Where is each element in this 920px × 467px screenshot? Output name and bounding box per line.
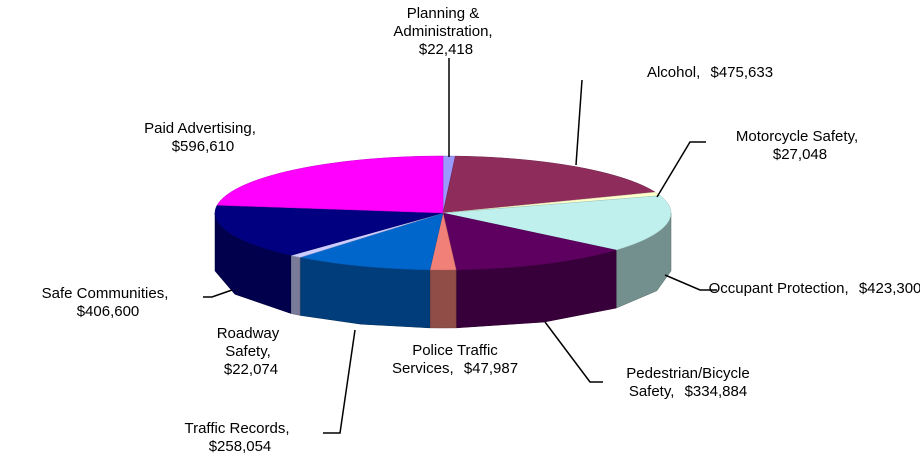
slice-side [429,269,457,329]
value-label: $22,418 [418,41,474,58]
leader-line [664,274,717,291]
value-label: $475,633 [710,64,774,81]
category-label: Safe Communities, [41,285,169,302]
value-label: $258,054 [208,438,272,455]
slice [216,155,444,214]
data-label: Roadway Safety, $22,074 [208,325,288,379]
category-label: Occupant Protection, [708,280,849,297]
value-label: $596,610 [171,138,235,155]
category-label: Motorcycle Safety, [735,128,859,145]
slice [442,212,617,271]
data-label: Safe Communities, $406,600 [10,285,200,321]
slice [442,195,672,251]
slice-side [290,255,301,316]
data-label: Traffic Records, $258,054 [157,420,317,456]
value-label: $27,048 [772,146,828,163]
category-label: Pedestrian/Bicycle Safety, [626,365,750,400]
category-label: Paid Advertising, [144,120,256,137]
leader-line [656,141,706,198]
value-label: $334,884 [684,383,748,400]
slice [429,212,457,271]
category-label: Alcohol, [646,64,701,81]
leader-line [203,289,233,298]
value-label: $47,987 [463,360,519,377]
data-label: Motorcycle Safety, $27,048 [707,128,887,164]
leader-line [575,79,583,166]
category-label: Roadway Safety, [216,325,280,360]
slice [442,155,657,214]
leader-line [544,321,603,383]
slice [299,212,444,271]
category-label: Traffic Records, [184,420,290,437]
category-label: Police Traffic Services, [391,342,498,377]
category-label: Planning & Administration, [393,5,493,40]
value-label: $423,300 [858,280,920,297]
data-label: Pedestrian/Bicycle Safety, $334,884 [603,365,773,401]
data-label: Alcohol, $475,633 [585,64,835,82]
value-label: $406,600 [76,303,140,320]
data-label: Occupant Protection, $423,300 [705,280,920,298]
data-label: Paid Advertising, $596,610 [120,120,280,156]
data-label: Planning & Administration, $22,418 [383,5,503,59]
slice [214,204,444,256]
value-label: $22,074 [223,361,279,378]
data-label: Police Traffic Services, $47,987 [385,342,525,378]
leader-line [323,329,356,434]
